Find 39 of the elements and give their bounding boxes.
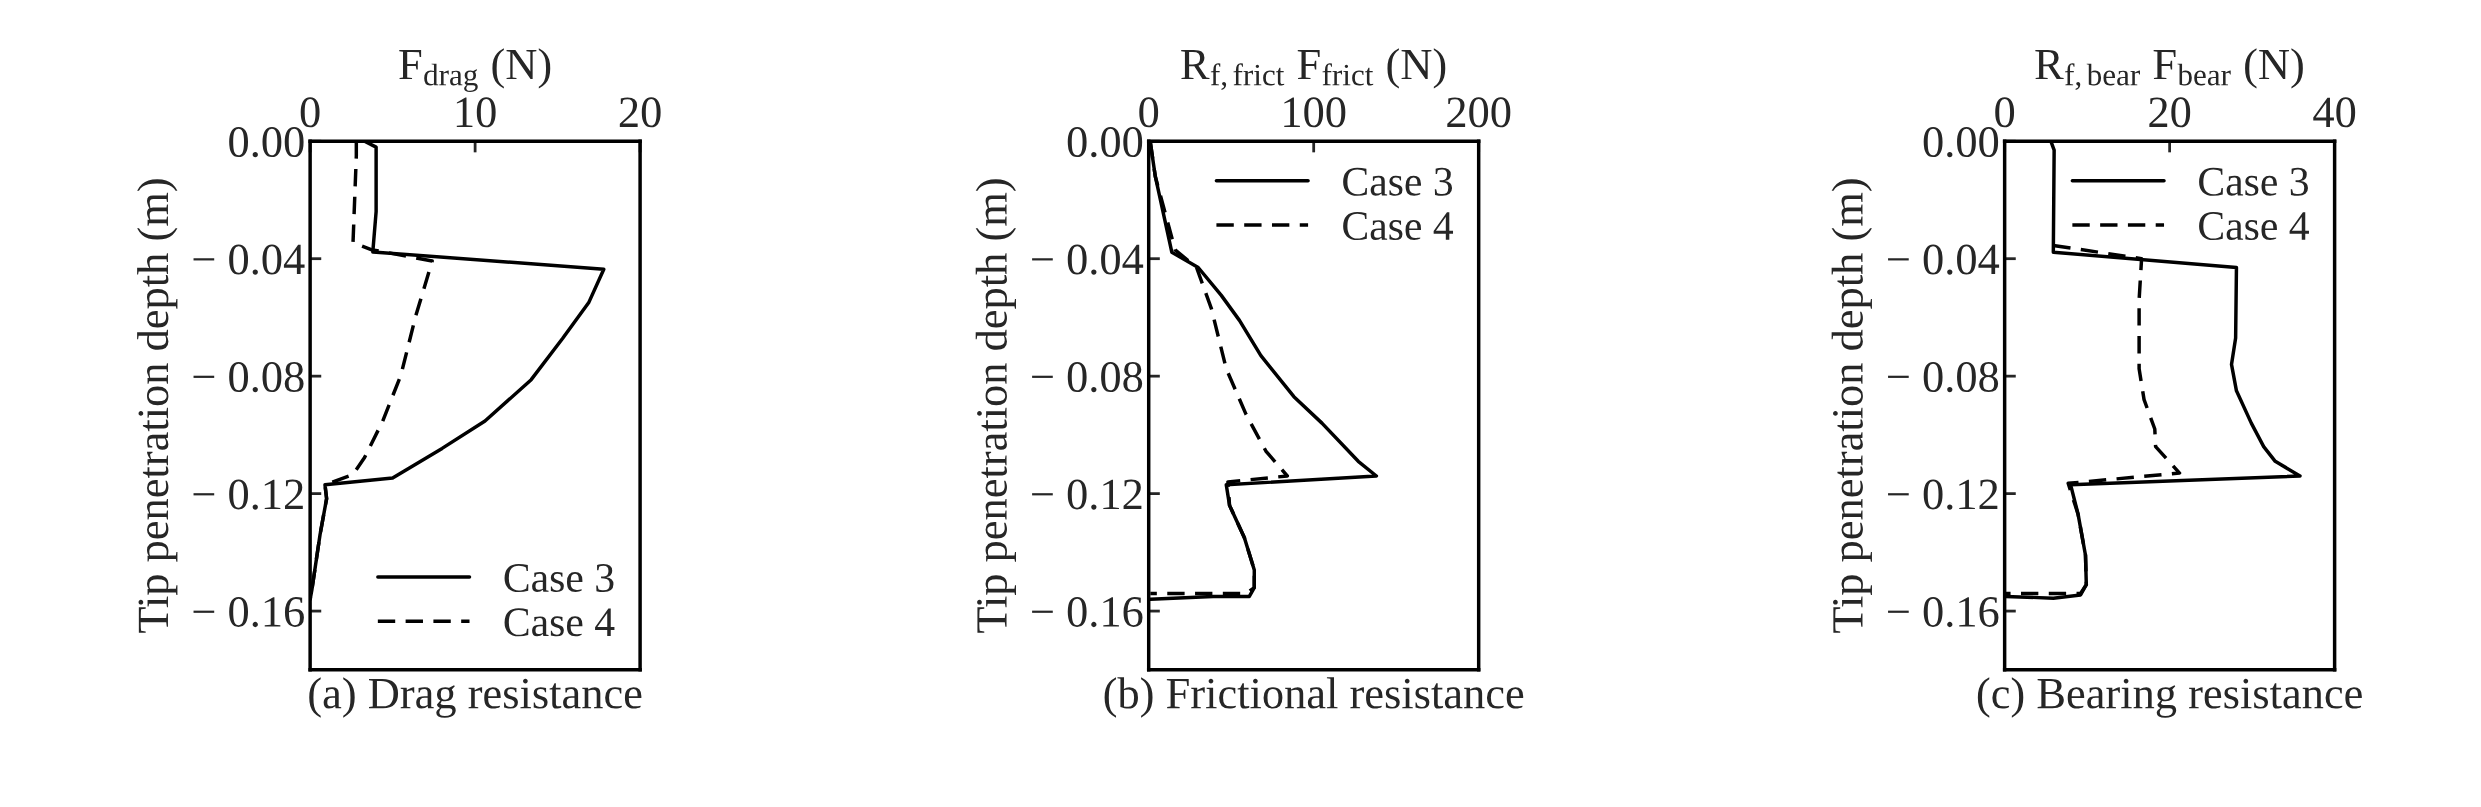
legend-label: Case 4	[2199, 212, 2309, 241]
text: (a) Drag resistance	[309, 677, 642, 718]
y-tick-label: 0.00	[1067, 127, 1143, 158]
x-tick-label: 20	[2149, 97, 2191, 128]
x-axis-title: R$_{f,frict}$ F$_{frict}$ (N)	[1181, 48, 1446, 91]
legend-label: Case 4	[1343, 212, 1454, 241]
legend-label: Case 3	[2199, 167, 2308, 196]
x-tick-label: 0	[1995, 97, 2015, 128]
y-tick-label: 0.00	[1923, 127, 1999, 158]
x-tick-label: 10	[456, 97, 496, 128]
x-axis-title: R$_{f,bear}$ F$_{bear}$ (N)	[2035, 48, 2303, 91]
y-tick-label: − 0.12	[193, 479, 303, 510]
x-tick-label: 0	[300, 97, 320, 128]
legend-label: Case 3	[1343, 167, 1453, 196]
y-axis-title: Tip penetration depth (m)	[1831, 179, 1872, 633]
x-tick-label: 200	[1447, 97, 1511, 128]
y-tick-label: − 0.12	[1888, 479, 1998, 510]
y-tick-label: − 0.16	[193, 596, 304, 628]
x-tick-label: 20	[619, 97, 661, 128]
legend-label: Case 4	[504, 608, 615, 637]
y-tick-label: − 0.04	[193, 244, 305, 275]
y-tick-label: − 0.12	[1032, 479, 1142, 510]
y-tick-label: − 0.04	[1032, 244, 1144, 275]
x-tick-label: 0	[1139, 97, 1159, 128]
y-tick-label: − 0.08	[1888, 362, 1999, 393]
y-axis-title: Tip penetration depth (m)	[975, 179, 1016, 633]
y-tick-label: − 0.08	[1032, 362, 1143, 393]
x-tick-label: 40	[2313, 97, 2356, 128]
legend-label: Case 3	[504, 564, 614, 593]
text: (b) Frictional resistance	[1104, 677, 1524, 718]
y-tick-label: − 0.04	[1888, 244, 2000, 275]
y-axis-title: Tip penetration depth (m)	[137, 179, 178, 633]
x-tick-label: 100	[1284, 97, 1346, 128]
y-tick-label: 0.00	[229, 127, 304, 158]
y-tick-label: − 0.08	[193, 362, 304, 393]
y-tick-label: − 0.16	[1888, 596, 1999, 628]
x-axis-title: F$_{drag}$ (N)	[399, 48, 551, 92]
y-tick-label: − 0.16	[1032, 596, 1143, 628]
text: (c) Bearing resistance	[1977, 677, 2362, 718]
